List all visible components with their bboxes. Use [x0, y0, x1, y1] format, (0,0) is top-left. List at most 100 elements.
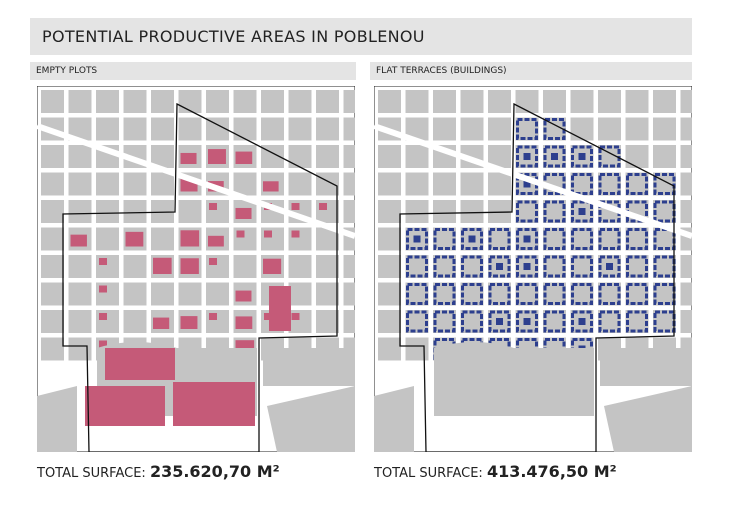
empty-plot — [319, 203, 327, 210]
block — [96, 227, 119, 251]
block — [123, 172, 147, 196]
district-boundary — [399, 102, 675, 452]
block — [378, 337, 401, 361]
block — [433, 200, 456, 223]
block — [68, 117, 92, 141]
block — [405, 200, 429, 223]
block — [680, 117, 692, 141]
block — [41, 282, 64, 306]
empty-plot — [125, 231, 144, 247]
block — [288, 145, 312, 168]
diagonal-road — [374, 123, 692, 239]
block — [625, 172, 649, 196]
block — [316, 145, 339, 168]
terrace — [543, 283, 566, 305]
total-value: 413.476,50 M² — [486, 462, 617, 481]
empty-plot — [209, 313, 217, 320]
block — [178, 117, 202, 141]
empty-plot — [99, 313, 107, 320]
block — [625, 227, 649, 251]
block — [488, 200, 511, 223]
block — [543, 200, 566, 223]
block — [343, 90, 355, 113]
block — [96, 90, 119, 113]
block — [653, 282, 676, 306]
block — [41, 227, 64, 251]
terrace — [516, 228, 538, 250]
block — [488, 282, 511, 306]
terrace — [523, 180, 531, 188]
terrace — [598, 173, 621, 195]
block — [123, 255, 147, 278]
block — [625, 310, 649, 333]
block — [570, 172, 594, 196]
block — [151, 90, 174, 113]
terrace — [516, 310, 538, 333]
terrace — [626, 283, 648, 305]
terrace — [461, 228, 483, 250]
lower-area — [434, 342, 594, 416]
block — [625, 90, 649, 113]
terrace — [543, 200, 566, 223]
lower-area — [263, 348, 355, 386]
title: POTENTIAL PRODUCTIVE AREAS IN POBLENOU — [42, 27, 425, 46]
block — [378, 145, 401, 168]
block — [625, 255, 649, 278]
block — [288, 255, 312, 278]
block — [151, 227, 174, 251]
terrace — [551, 153, 558, 160]
block — [680, 200, 692, 223]
block — [151, 200, 174, 223]
block — [261, 90, 284, 113]
block — [68, 200, 92, 223]
empty-plot — [291, 203, 300, 210]
empty-plot — [70, 234, 87, 247]
block — [316, 172, 339, 196]
block — [433, 255, 456, 278]
block — [653, 227, 676, 251]
total: TOTAL SURFACE: 235.620,70 M² — [37, 462, 280, 481]
empty-plot — [180, 152, 197, 164]
block — [598, 117, 621, 141]
terrace — [523, 263, 531, 270]
block — [570, 90, 594, 113]
block — [123, 90, 147, 113]
block — [598, 227, 621, 251]
empty-plot — [235, 316, 253, 329]
terrace — [488, 283, 511, 305]
block — [625, 145, 649, 168]
block — [343, 145, 355, 168]
panel-label: FLAT TERRACES (BUILDINGS) — [370, 62, 692, 80]
block — [343, 117, 355, 141]
terrace — [598, 310, 621, 333]
empty-plot — [153, 317, 170, 329]
lower-area — [600, 348, 692, 386]
block — [316, 227, 339, 251]
block — [41, 310, 64, 333]
terrace — [571, 228, 593, 250]
block — [343, 310, 355, 333]
terrace — [598, 255, 621, 278]
block — [680, 145, 692, 168]
terrace — [496, 318, 503, 325]
map-empty-plots — [37, 86, 355, 452]
block — [68, 145, 92, 168]
terrace — [571, 200, 593, 223]
terrace — [598, 283, 621, 305]
empty-plot — [269, 286, 291, 331]
block — [433, 282, 456, 306]
terrace — [496, 263, 503, 270]
block — [488, 227, 511, 251]
empty-plot — [235, 290, 252, 302]
total: TOTAL SURFACE: 413.476,50 M² — [374, 462, 617, 481]
block — [405, 282, 429, 306]
empty-plot — [153, 257, 172, 274]
block — [206, 90, 229, 113]
block — [206, 117, 229, 141]
block — [653, 310, 676, 333]
block — [41, 90, 64, 113]
empty-plot — [85, 386, 165, 426]
empty-plot — [291, 230, 300, 238]
block — [378, 282, 401, 306]
block — [625, 282, 649, 306]
